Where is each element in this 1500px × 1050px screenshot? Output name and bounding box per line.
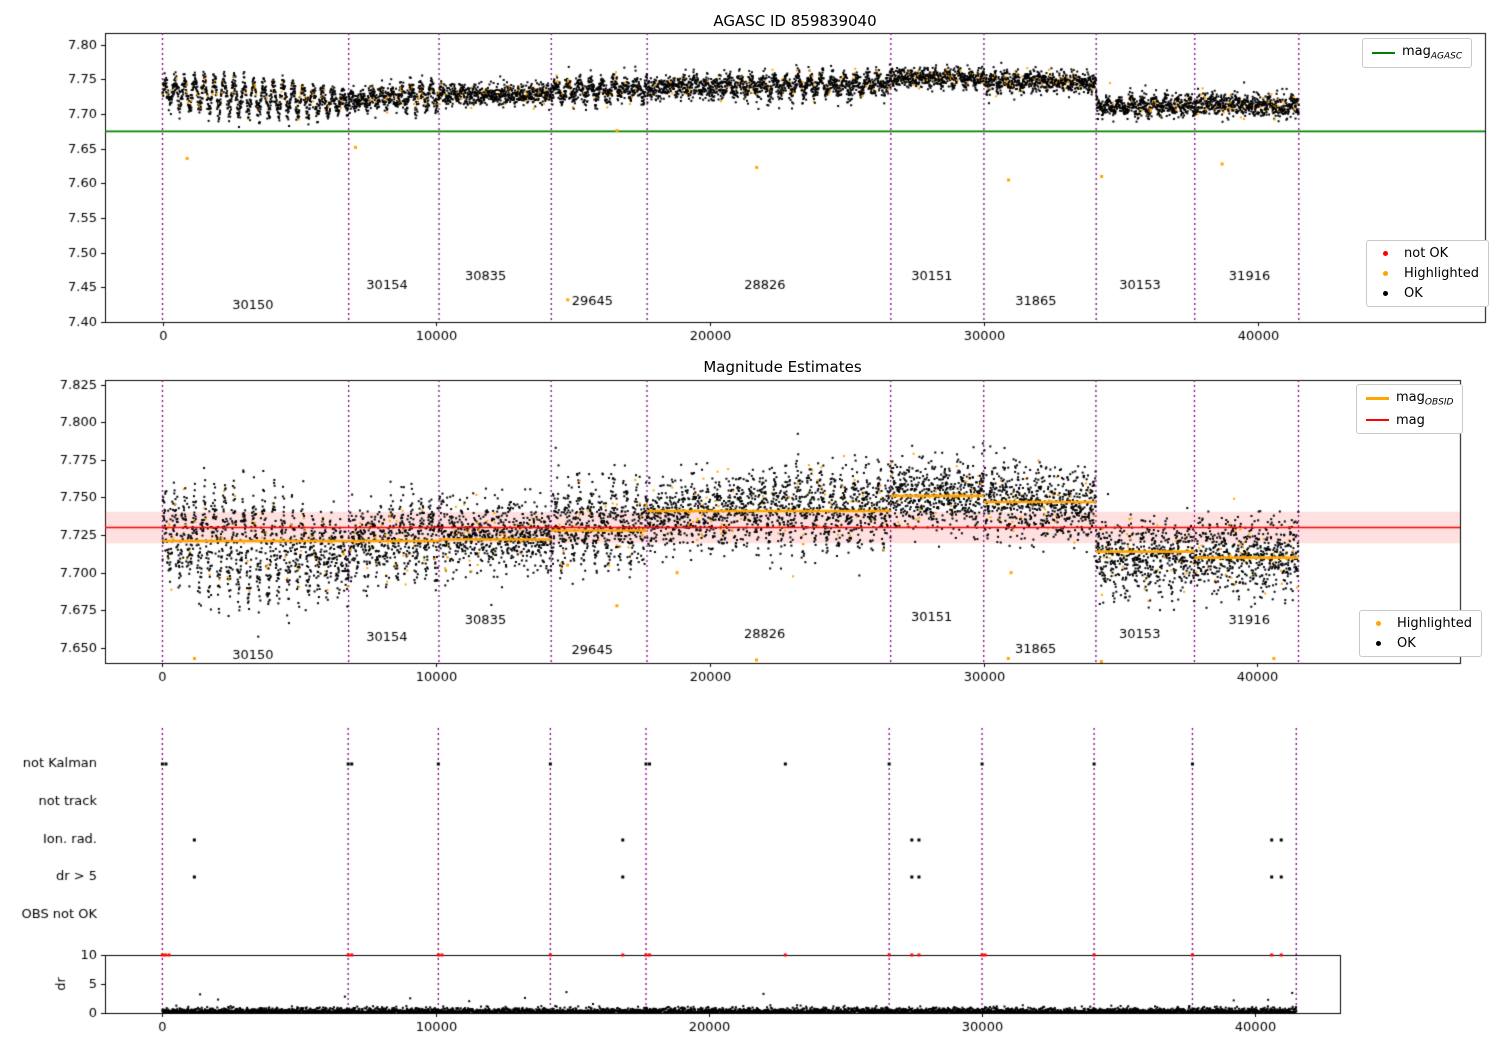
legend-mag-lines: magOBSID mag — [1356, 384, 1464, 434]
legend-mag-agasc: magAGASC — [1362, 38, 1473, 68]
legend-label: Highlighted — [1397, 616, 1472, 631]
legend-label: magOBSID — [1396, 390, 1454, 408]
legend-line-marker — [1366, 419, 1389, 422]
legend-label: magAGASC — [1402, 44, 1463, 62]
legend-dot-marker — [1383, 251, 1388, 256]
legend-item: magAGASC — [1372, 44, 1462, 62]
legend-item: OK — [1369, 636, 1472, 651]
legend-label: not OK — [1404, 246, 1449, 261]
legend-dot-marker — [1383, 271, 1388, 276]
legend-point-types-top: not OK Highlighted OK — [1366, 240, 1489, 307]
chart-title-agasc: AGASC ID 859839040 — [713, 12, 877, 30]
legend-line-marker — [1372, 51, 1395, 54]
legend-dot-marker — [1376, 641, 1381, 646]
legend-label: OK — [1397, 636, 1416, 651]
legend-point-types-middle: Highlighted OK — [1359, 610, 1482, 657]
agasc-mag-plot — [0, 0, 1500, 352]
chart-title-magnitude-estimates: Magnitude Estimates — [703, 358, 862, 376]
legend-item: OK — [1376, 286, 1479, 301]
legend-label: Highlighted — [1404, 266, 1479, 281]
legend-label: mag — [1396, 412, 1425, 428]
flags-dr-plot — [0, 692, 1500, 1050]
legend-item: mag — [1366, 413, 1453, 428]
legend-item: not OK — [1376, 246, 1479, 261]
legend-dot-marker — [1376, 621, 1381, 626]
legend-item: Highlighted — [1369, 616, 1472, 631]
magnitude-estimates-plot — [0, 352, 1500, 692]
legend-dot-marker — [1383, 291, 1388, 296]
legend-line-marker — [1366, 397, 1389, 401]
legend-item: magOBSID — [1366, 390, 1453, 408]
legend-item: Highlighted — [1376, 266, 1479, 281]
legend-label: OK — [1404, 286, 1423, 301]
